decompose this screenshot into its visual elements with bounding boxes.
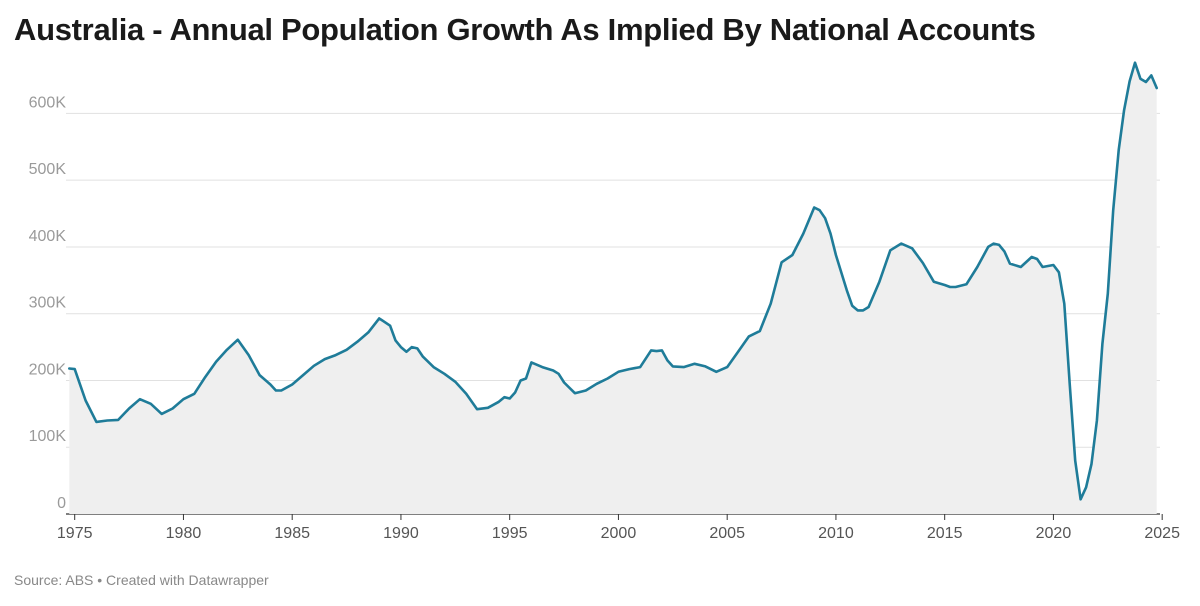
x-tick-label: 2010 [818, 525, 854, 542]
y-tick-label: 300K [29, 295, 67, 312]
x-tick-label: 2020 [1036, 525, 1072, 542]
series-line-layer [68, 61, 1158, 501]
x-tick-label: 1985 [274, 525, 310, 542]
y-axis-labels: 0 100K 200K 300K 400K 500K 600K [29, 94, 67, 512]
x-tick-label: 2000 [601, 525, 637, 542]
y-tick-label: 600K [29, 94, 67, 111]
series-line [68, 61, 1158, 501]
source-footer: Source: ABS • Created with Datawrapper [14, 572, 269, 588]
x-tick-label: 1995 [492, 525, 528, 542]
x-tick-label: 1990 [383, 525, 419, 542]
area-fill [69, 62, 1157, 514]
area-fill-layer [69, 62, 1157, 514]
x-tick-label: 2015 [927, 525, 963, 542]
chart-title: Australia - Annual Population Growth As … [14, 12, 1036, 47]
y-tick-label: 400K [29, 228, 67, 245]
y-tick-label: 500K [29, 161, 67, 178]
y-tick-label: 100K [29, 428, 67, 445]
x-tick-label: 2025 [1144, 525, 1180, 542]
x-tick-label: 2005 [709, 525, 745, 542]
y-tick-label: 0 [57, 495, 66, 512]
x-tick-label: 1980 [166, 525, 202, 542]
x-axis: 1975 1980 1985 1990 1995 2000 2005 2010 2015 2020… [57, 514, 1180, 542]
x-tick-label: 1975 [57, 525, 93, 542]
y-tick-label: 200K [29, 361, 67, 378]
